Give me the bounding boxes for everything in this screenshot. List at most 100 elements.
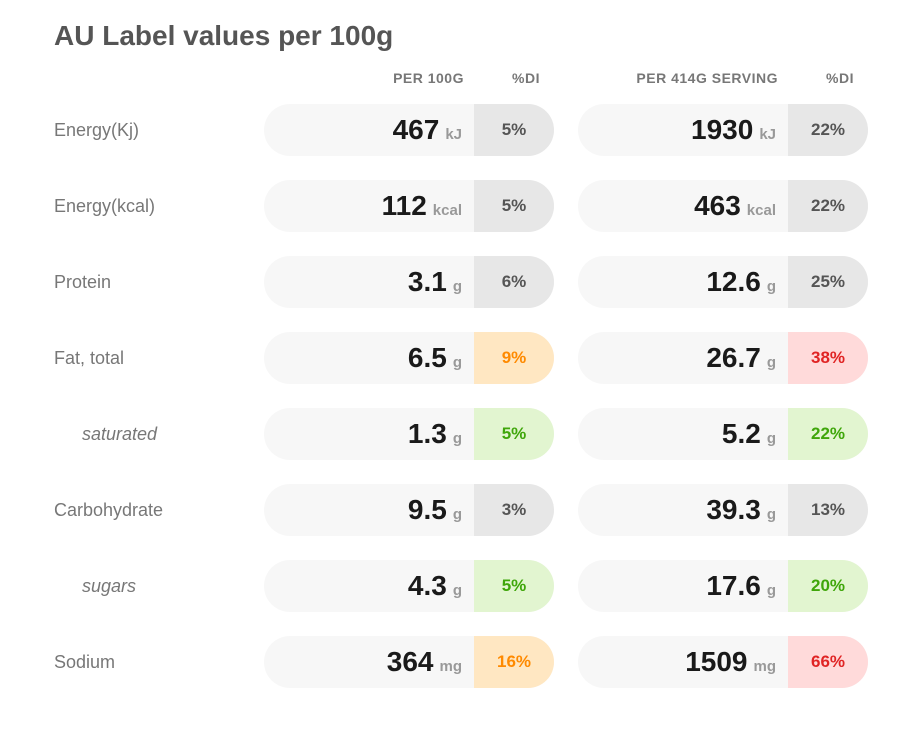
nutrient-label: Protein [54, 272, 264, 293]
value-cell: 112kcal [264, 180, 474, 232]
value-pill-per100: 467kJ5% [264, 104, 554, 156]
value-pill-serving: 12.6g25% [578, 256, 868, 308]
value-number: 1930 [691, 104, 753, 156]
nutrient-label: Carbohydrate [54, 500, 264, 521]
value-pill-per100: 112kcal5% [264, 180, 554, 232]
value-pill-serving: 463kcal22% [578, 180, 868, 232]
column-headers: PER 100G %DI PER 414G SERVING %DI [54, 70, 868, 86]
di-badge: 22% [788, 104, 868, 156]
value-cell: 9.5g [264, 484, 474, 536]
value-cell: 3.1g [264, 256, 474, 308]
di-badge: 5% [474, 560, 554, 612]
value-number: 112 [382, 180, 427, 232]
value-unit: g [767, 413, 776, 460]
value-unit: mg [440, 641, 463, 688]
value-number: 4.3 [408, 560, 447, 612]
value-unit: g [453, 565, 462, 612]
value-number: 5.2 [722, 408, 761, 460]
value-pill-per100: 4.3g5% [264, 560, 554, 612]
value-cell: 1930kJ [578, 104, 788, 156]
di-badge: 13% [788, 484, 868, 536]
value-pill-serving: 1930kJ22% [578, 104, 868, 156]
value-number: 364 [387, 636, 434, 688]
value-number: 467 [393, 104, 440, 156]
value-pill-serving: 1509mg66% [578, 636, 868, 688]
value-unit: g [453, 337, 462, 384]
value-unit: kJ [759, 109, 776, 156]
value-cell: 364mg [264, 636, 474, 688]
di-badge: 5% [474, 104, 554, 156]
value-cell: 1509mg [578, 636, 788, 688]
di-badge: 20% [788, 560, 868, 612]
header-per100: PER 100G [264, 70, 474, 86]
di-badge: 25% [788, 256, 868, 308]
value-cell: 4.3g [264, 560, 474, 612]
table-row: Energy(Kj)467kJ5%1930kJ22% [54, 104, 868, 156]
value-pill-serving: 17.6g20% [578, 560, 868, 612]
table-row: Fat, total6.5g9%26.7g38% [54, 332, 868, 384]
value-cell: 6.5g [264, 332, 474, 384]
table-row: sugars4.3g5%17.6g20% [54, 560, 868, 612]
table-row: Energy(kcal)112kcal5%463kcal22% [54, 180, 868, 232]
value-cell: 463kcal [578, 180, 788, 232]
value-pill-serving: 26.7g38% [578, 332, 868, 384]
value-unit: kcal [433, 185, 462, 232]
value-cell: 1.3g [264, 408, 474, 460]
value-unit: g [767, 337, 776, 384]
table-row: Sodium364mg16%1509mg66% [54, 636, 868, 688]
di-badge: 38% [788, 332, 868, 384]
di-badge: 5% [474, 180, 554, 232]
value-number: 9.5 [408, 484, 447, 536]
di-badge: 9% [474, 332, 554, 384]
value-pill-serving: 39.3g13% [578, 484, 868, 536]
nutrient-label: Energy(kcal) [54, 196, 264, 217]
di-badge: 3% [474, 484, 554, 536]
value-cell: 5.2g [578, 408, 788, 460]
table-row: Carbohydrate9.5g3%39.3g13% [54, 484, 868, 536]
di-badge: 5% [474, 408, 554, 460]
nutrient-label: Fat, total [54, 348, 264, 369]
table-row: saturated1.3g5%5.2g22% [54, 408, 868, 460]
value-pill-per100: 9.5g3% [264, 484, 554, 536]
nutrient-label: sugars [54, 576, 264, 597]
header-di-serving: %DI [788, 70, 868, 86]
value-unit: g [453, 261, 462, 308]
di-badge: 22% [788, 180, 868, 232]
di-badge: 22% [788, 408, 868, 460]
value-cell: 17.6g [578, 560, 788, 612]
value-cell: 26.7g [578, 332, 788, 384]
table-row: Protein3.1g6%12.6g25% [54, 256, 868, 308]
header-per-serving: PER 414G SERVING [578, 70, 788, 86]
value-unit: kcal [747, 185, 776, 232]
value-unit: kJ [445, 109, 462, 156]
value-pill-per100: 6.5g9% [264, 332, 554, 384]
value-unit: g [767, 489, 776, 536]
value-pill-serving: 5.2g22% [578, 408, 868, 460]
value-unit: g [767, 261, 776, 308]
value-number: 12.6 [706, 256, 761, 308]
nutrition-table: Energy(Kj)467kJ5%1930kJ22%Energy(kcal)11… [54, 104, 868, 688]
value-cell: 12.6g [578, 256, 788, 308]
value-pill-per100: 1.3g5% [264, 408, 554, 460]
value-number: 26.7 [706, 332, 761, 384]
value-cell: 39.3g [578, 484, 788, 536]
value-unit: g [767, 565, 776, 612]
value-number: 463 [694, 180, 741, 232]
di-badge: 6% [474, 256, 554, 308]
nutrient-label: saturated [54, 424, 264, 445]
value-unit: mg [754, 641, 777, 688]
value-number: 1509 [685, 636, 747, 688]
value-number: 17.6 [706, 560, 761, 612]
value-number: 39.3 [706, 484, 761, 536]
page-title: AU Label values per 100g [54, 20, 868, 52]
value-number: 1.3 [408, 408, 447, 460]
value-number: 3.1 [408, 256, 447, 308]
value-number: 6.5 [408, 332, 447, 384]
nutrient-label: Energy(Kj) [54, 120, 264, 141]
di-badge: 66% [788, 636, 868, 688]
nutrient-label: Sodium [54, 652, 264, 673]
value-pill-per100: 364mg16% [264, 636, 554, 688]
value-cell: 467kJ [264, 104, 474, 156]
value-unit: g [453, 489, 462, 536]
di-badge: 16% [474, 636, 554, 688]
